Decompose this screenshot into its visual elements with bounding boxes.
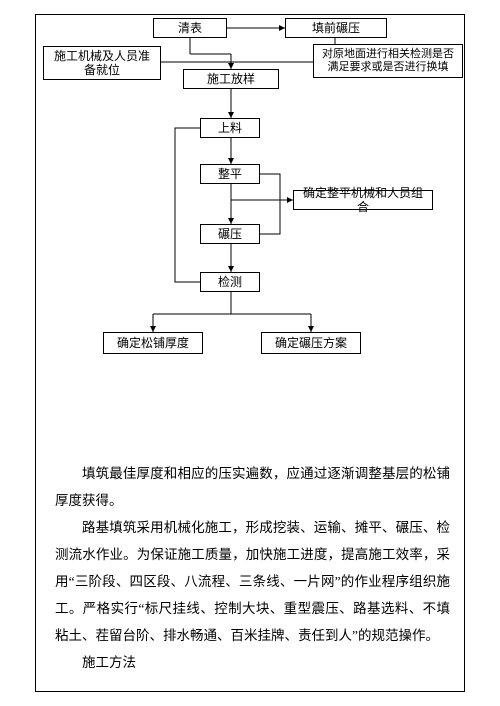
node-tianqian: 填前碾压 — [285, 18, 387, 38]
paragraph-1: 填筑最佳厚度和相应的压实遍数，应通过逐渐调整基层的松铺厚度获得。 — [55, 460, 450, 514]
node-label: 施工机械及人员准 备就位 — [54, 49, 150, 78]
paragraph-3: 施工方法 — [55, 649, 450, 676]
node-label: 清表 — [178, 21, 202, 35]
node-nianya: 碾压 — [200, 224, 260, 244]
node-jiance: 检测 — [200, 272, 260, 292]
node-jiance-side: 对原地面进行相关检测是否 满足要求或是否进行换填 — [313, 44, 463, 78]
node-zhengping: 整平 — [200, 164, 260, 184]
node-label: 整平 — [218, 167, 242, 181]
node-shangliao: 上料 — [200, 118, 260, 138]
node-label: 确定整平机械和人员组合 — [298, 186, 428, 215]
node-label: 检测 — [218, 275, 242, 289]
node-label: 施工放样 — [207, 72, 255, 86]
node-queding-zp: 确定整平机械和人员组合 — [293, 190, 433, 210]
node-nianya-fa: 确定碾压方案 — [261, 332, 361, 354]
node-qingbiao: 清表 — [153, 18, 227, 38]
body-text: 填筑最佳厚度和相应的压实遍数，应通过逐渐调整基层的松铺厚度获得。 路基填筑采用机… — [55, 460, 450, 676]
paragraph-2: 路基填筑采用机械化施工，形成挖装、运输、摊平、碾压、检测流水作业。为保证施工质量… — [55, 514, 450, 649]
node-songpu: 确定松铺厚度 — [103, 332, 203, 354]
node-label: 上料 — [218, 121, 242, 135]
node-fangyang: 施工放样 — [183, 69, 279, 89]
node-label: 碾压 — [218, 227, 242, 241]
node-label: 确定碾压方案 — [275, 336, 347, 350]
node-jixie: 施工机械及人员准 备就位 — [43, 46, 161, 80]
node-label: 确定松铺厚度 — [117, 336, 189, 350]
flowchart: 清表 填前碾压 施工机械及人员准 备就位 对原地面进行相关检测是否 满足要求或是… — [35, 14, 465, 384]
node-label: 填前碾压 — [312, 21, 360, 35]
node-label: 对原地面进行相关检测是否 满足要求或是否进行换填 — [322, 48, 454, 74]
